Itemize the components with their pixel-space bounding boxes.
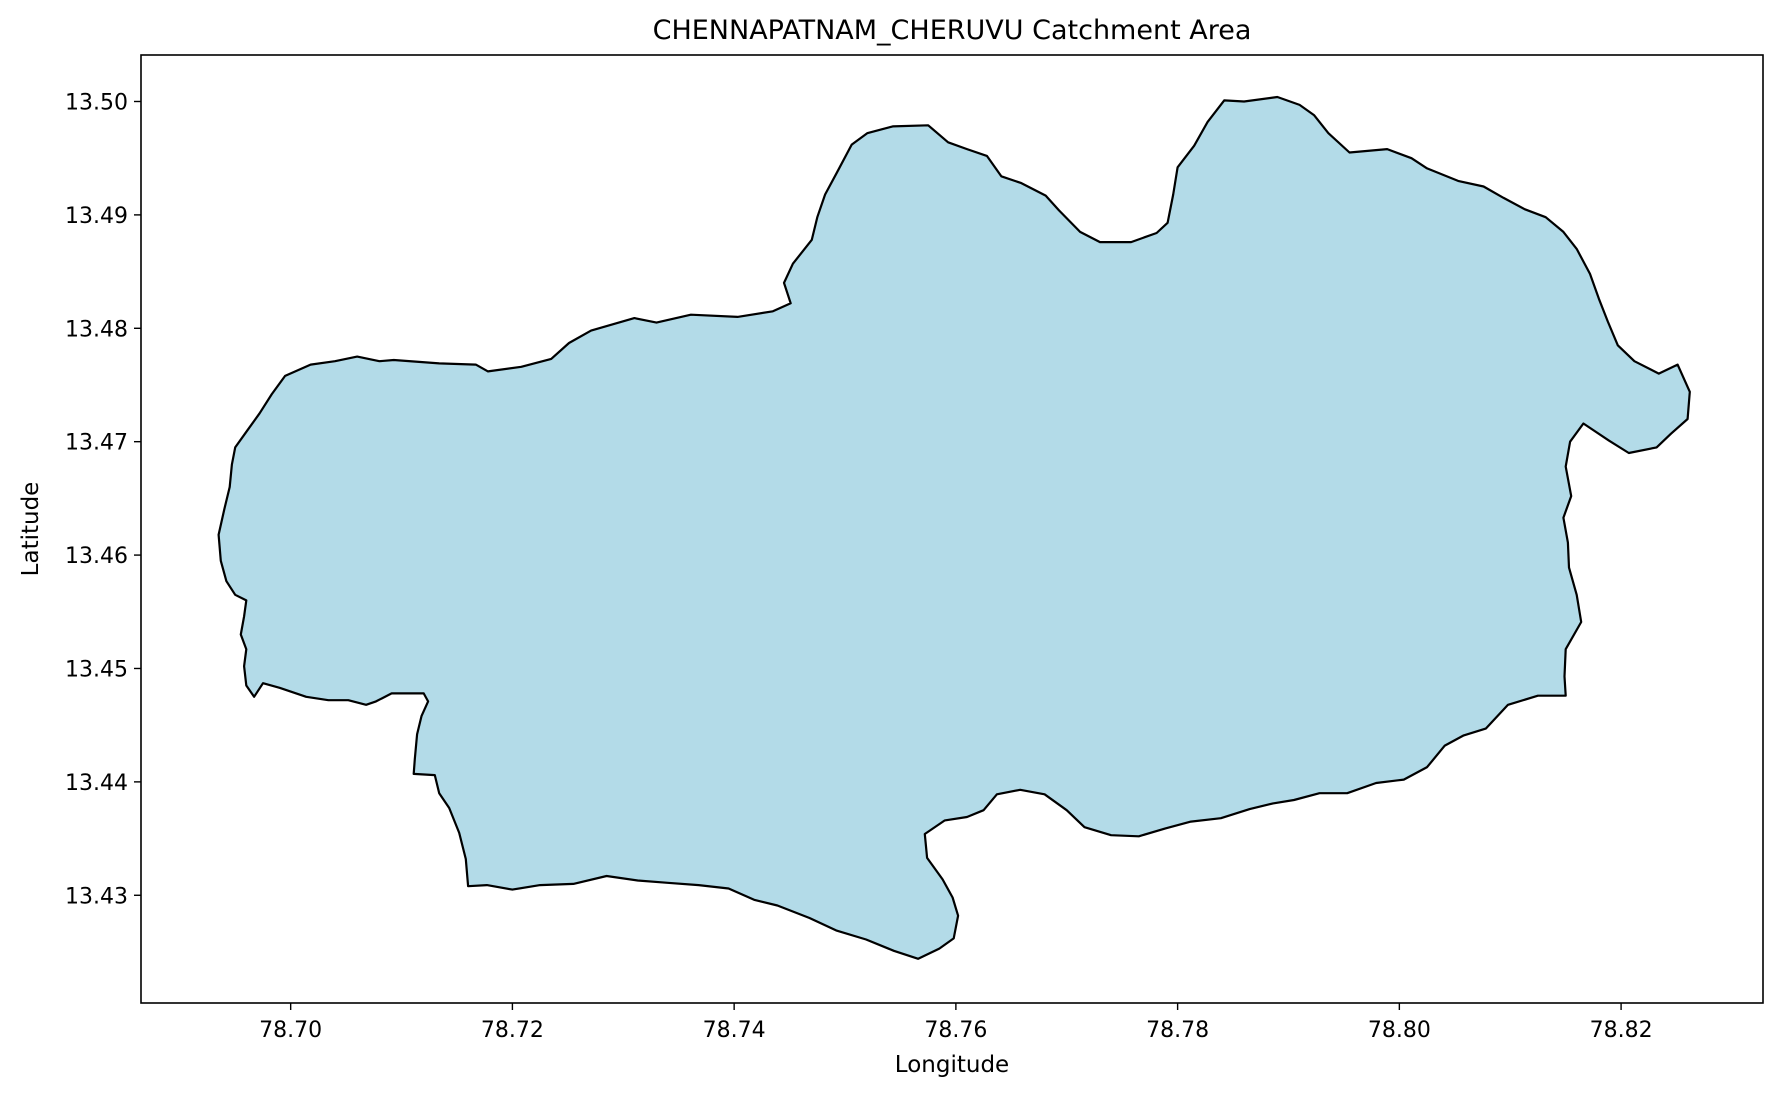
x-tick-label: 78.76 bbox=[924, 1018, 987, 1043]
x-tick-label: 78.70 bbox=[259, 1018, 322, 1043]
y-axis-ticks: 13.43 13.44 13.45 13.46 13.47 13.48 13.49 13.50 bbox=[65, 90, 141, 909]
catchment-boundary bbox=[217, 95, 1691, 960]
x-tick-label: 78.80 bbox=[1368, 1018, 1431, 1043]
y-tick-label: 13.43 bbox=[65, 884, 128, 909]
x-tick-label: 78.78 bbox=[1146, 1018, 1209, 1043]
map-title: CHENNAPATNAM_CHERUVU Catchment Area bbox=[653, 15, 1252, 46]
y-axis-label: Latitude bbox=[18, 482, 44, 577]
y-tick-label: 13.45 bbox=[65, 657, 128, 682]
x-tick-label: 78.82 bbox=[1590, 1018, 1653, 1043]
x-tick-label: 78.72 bbox=[481, 1018, 544, 1043]
x-axis-label: Longitude bbox=[895, 1052, 1009, 1078]
y-tick-label: 13.46 bbox=[65, 544, 128, 569]
y-tick-label: 13.50 bbox=[65, 90, 128, 115]
y-tick-label: 13.48 bbox=[65, 317, 128, 342]
x-axis-ticks: 78.70 78.72 78.74 78.76 78.78 78.80 78.82 bbox=[259, 1003, 1653, 1043]
y-tick-label: 13.49 bbox=[65, 204, 128, 229]
x-tick-label: 78.74 bbox=[703, 1018, 766, 1043]
y-tick-label: 13.44 bbox=[65, 771, 128, 796]
axes-frame bbox=[140, 54, 1764, 1004]
y-tick-label: 13.47 bbox=[65, 431, 128, 456]
